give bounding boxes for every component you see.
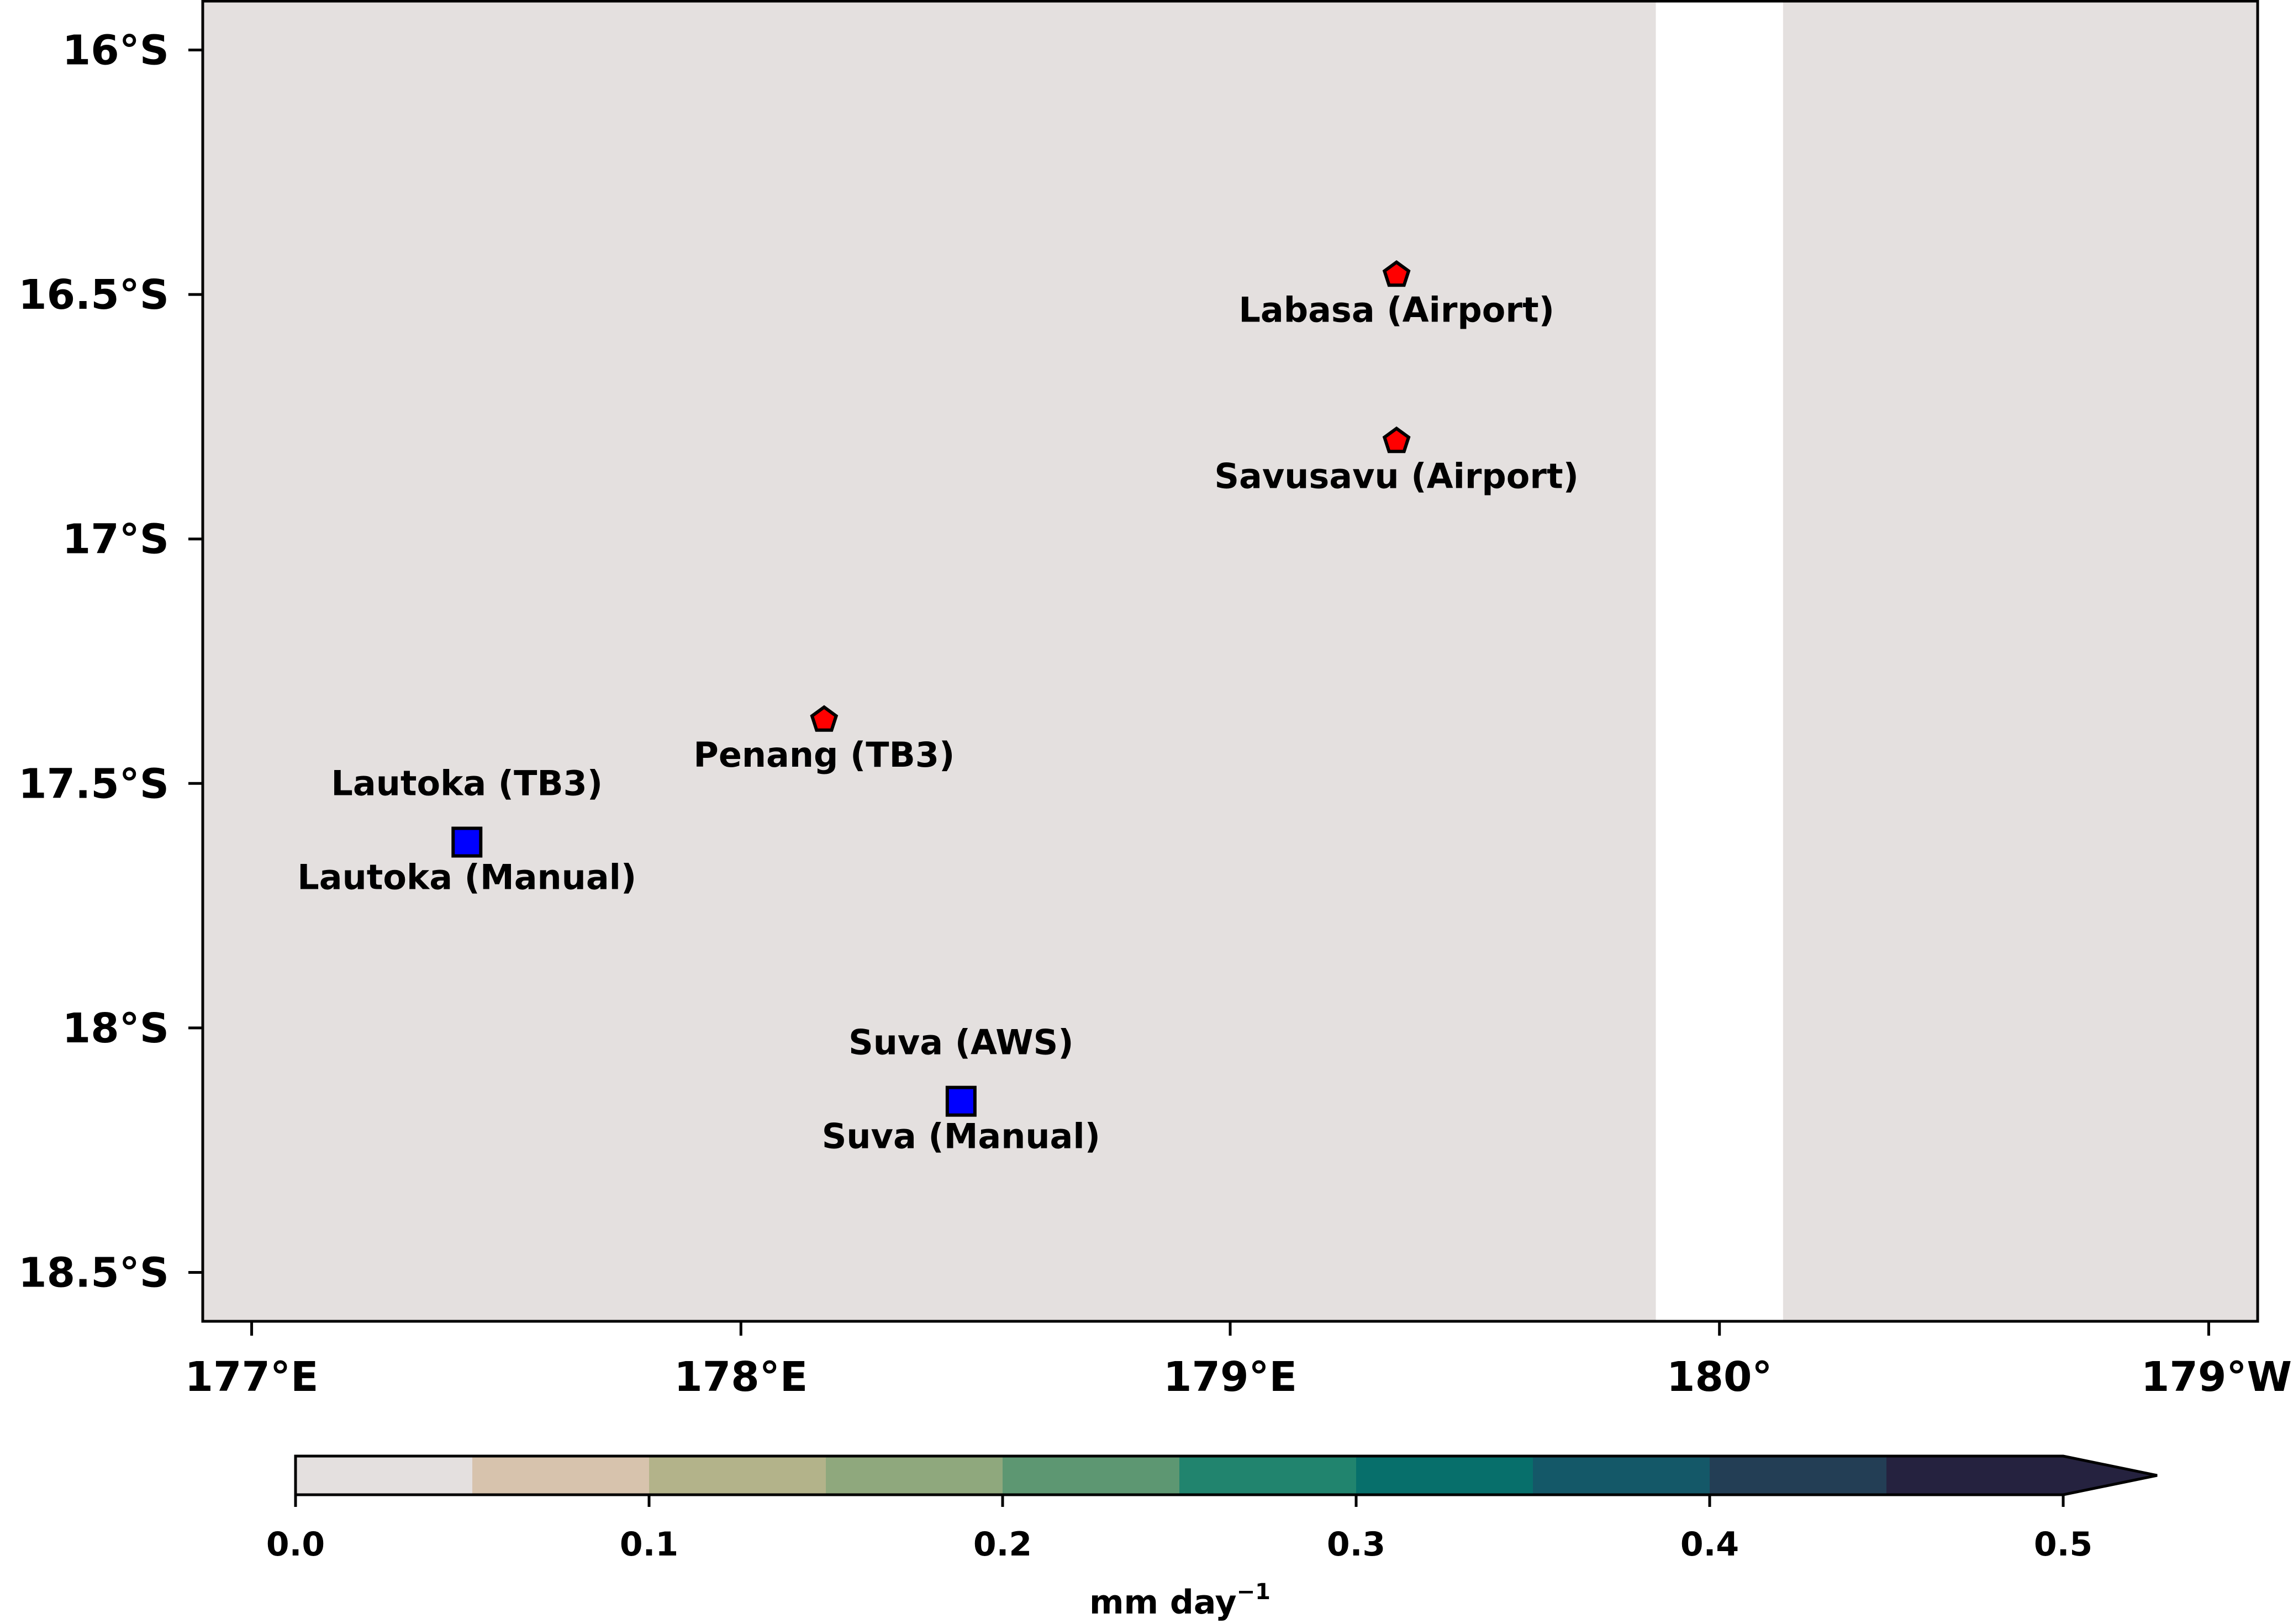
colorbar-outline xyxy=(294,1454,2158,1496)
colorbar-bin xyxy=(1710,1456,1887,1495)
map-axes: 177°E 178°E 179°E 180° 179°W 16°S 16.5°S 17°S 17… xyxy=(18,0,2292,1401)
x-tick-label: 179°E xyxy=(1163,1353,1297,1401)
colorbar-unit-text: mm day xyxy=(1089,1583,1237,1622)
colorbar-bin xyxy=(472,1456,650,1495)
map-panel xyxy=(203,1,2258,1321)
colorbar-bin xyxy=(1533,1456,1710,1495)
station-label: Labasa (Airport) xyxy=(1238,290,1554,330)
station-label: Savusavu (Airport) xyxy=(1214,456,1579,497)
colorbar-tick-label: 0.5 xyxy=(2034,1525,2092,1564)
colorbar-tick-label: 0.1 xyxy=(620,1525,678,1564)
y-tick-label: 17.5°S xyxy=(18,760,169,808)
station-pentagon-marker xyxy=(810,705,839,732)
colorbar-bin xyxy=(1356,1456,1533,1495)
station-label: Lautoka (Manual) xyxy=(297,857,636,898)
colorbar-unit-superscript: −1 xyxy=(1237,1579,1271,1605)
station-markers: Labasa (Airport) Savusavu (Airport) Penang… xyxy=(297,260,1579,1157)
y-tick-label: 16°S xyxy=(62,27,169,75)
colorbar-tick-label: 0.2 xyxy=(973,1525,1032,1564)
colorbar: 0.0 0.1 0.2 0.3 0.4 0.5 xyxy=(266,1454,2158,1564)
station-label: Suva (AWS) xyxy=(848,1022,1074,1063)
colorbar-bin xyxy=(296,1456,473,1495)
station-pentagon-marker xyxy=(1382,426,1411,454)
map-background xyxy=(203,1,2258,1321)
station-label: Suva (Manual) xyxy=(822,1116,1100,1157)
colorbar-bin xyxy=(1886,1456,2064,1495)
colorbar-bin xyxy=(826,1456,1003,1495)
station-square-marker xyxy=(451,826,483,858)
x-tick-label: 180° xyxy=(1667,1353,1772,1401)
colorbar-bin xyxy=(1003,1456,1180,1495)
colorbar-unit-label: mm day−1 xyxy=(1089,1579,1271,1622)
station-label: Penang (TB3) xyxy=(693,735,955,775)
y-tick-label: 18°S xyxy=(62,1005,169,1052)
x-tick-label: 179°W xyxy=(2141,1353,2292,1401)
dateline-missing-strip xyxy=(1656,1,1783,1321)
station-square-marker xyxy=(945,1085,977,1117)
colorbar-bin xyxy=(1179,1456,1357,1495)
colorbar-extend-arrow xyxy=(2063,1456,2157,1495)
colorbar-tick-label: 0.4 xyxy=(1680,1525,1739,1564)
y-tick-label: 16.5°S xyxy=(18,271,169,319)
station-label: Lautoka (TB3) xyxy=(331,763,603,804)
x-tick-label: 178°E xyxy=(674,1353,808,1401)
station-pentagon-marker xyxy=(1382,260,1411,287)
y-tick-label: 17°S xyxy=(62,516,169,563)
x-tick-label: 177°E xyxy=(185,1353,319,1401)
colorbar-bin xyxy=(649,1456,826,1495)
y-tick-label: 18.5°S xyxy=(18,1249,169,1296)
colorbar-tick-label: 0.3 xyxy=(1327,1525,1385,1564)
colorbar-tick-label: 0.0 xyxy=(266,1525,325,1564)
